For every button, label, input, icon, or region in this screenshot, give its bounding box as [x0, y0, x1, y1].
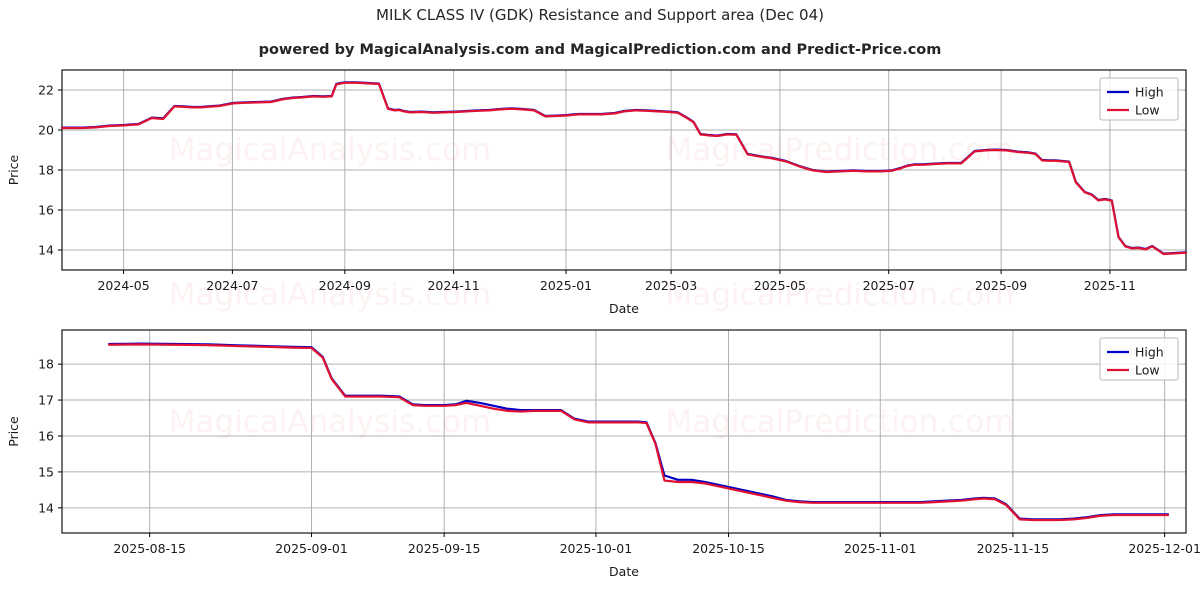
xaxis-tick-label: 2025-03 [645, 278, 697, 293]
yaxis-tick-label: 14 [38, 243, 54, 258]
legend-label-low: Low [1135, 363, 1160, 378]
yaxis-tick-label: 16 [38, 203, 54, 218]
watermark-text: MagicalAnalysis.com [169, 404, 491, 440]
xaxis-title: Date [609, 564, 639, 579]
xaxis-tick-label: 2025-01 [540, 278, 592, 293]
xaxis-tick-label: 2025-09-01 [275, 541, 348, 556]
yaxis-tick-label: 14 [38, 500, 54, 515]
xaxis-tick-label: 2024-05 [97, 278, 149, 293]
xaxis-tick-label: 2025-09 [975, 278, 1027, 293]
series-line-low [60, 81, 1188, 256]
yaxis-title: Price [6, 154, 21, 185]
watermark-text: MagicalPrediction.com [666, 277, 1015, 313]
xaxis-tick-label: 2025-10-15 [692, 541, 765, 556]
yaxis-title: Price [6, 416, 21, 447]
xaxis-tick-label: 2025-09-15 [408, 541, 481, 556]
yaxis-tick-label: 15 [38, 464, 54, 479]
xaxis-tick-label: 2025-10-01 [560, 541, 633, 556]
page-title: MILK CLASS IV (GDK) Resistance and Suppo… [376, 6, 824, 24]
yaxis-tick-label: 17 [38, 393, 54, 408]
legend-label-low: Low [1135, 103, 1160, 118]
xaxis-tick-label: 2025-12-01 [1128, 541, 1200, 556]
xaxis-tick-label: 2025-05 [754, 278, 806, 293]
xaxis-tick-label: 2025-11-01 [844, 541, 917, 556]
yaxis-tick-label: 18 [38, 163, 54, 178]
watermark-text: MagicalAnalysis.com [169, 277, 491, 313]
plot-border [61, 329, 1187, 534]
yaxis-tick-label: 18 [38, 357, 54, 372]
series-line-low [108, 343, 1170, 522]
page-subtitle: powered by MagicalAnalysis.com and Magic… [258, 42, 942, 58]
xaxis-tick-label: 2024-09 [319, 278, 371, 293]
watermark-text: MagicalPrediction.com [666, 404, 1015, 440]
yaxis-tick-label: 16 [38, 428, 54, 443]
xaxis-tick-label: 2025-11 [1084, 278, 1136, 293]
xaxis-tick-label: 2025-11-15 [977, 541, 1050, 556]
xaxis-tick-label: 2025-07 [863, 278, 915, 293]
yaxis-tick-label: 20 [38, 123, 54, 138]
watermark-text: MagicalAnalysis.com [169, 132, 491, 168]
legend-label-high: High [1135, 345, 1164, 360]
series-line-high [60, 81, 1188, 255]
yaxis-tick-label: 22 [38, 83, 54, 98]
xaxis-title: Date [609, 301, 639, 316]
xaxis-tick-label: 2024-11 [427, 278, 479, 293]
legend-label-high: High [1135, 85, 1164, 100]
xaxis-tick-label: 2024-07 [206, 278, 258, 293]
xaxis-tick-label: 2025-08-15 [113, 541, 186, 556]
